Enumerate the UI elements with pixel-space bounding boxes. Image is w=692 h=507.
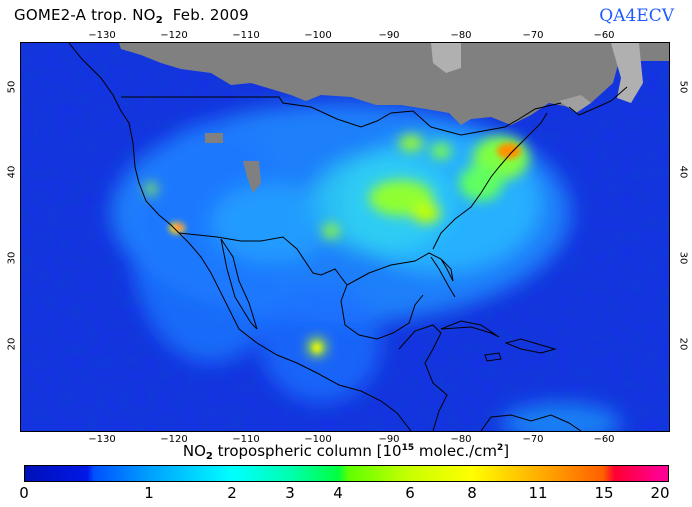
left-tick-label: 30: [6, 251, 18, 265]
colorbar-tick-label: 1: [144, 484, 154, 502]
colorbar-title: NO2 tropospheric column [1015 molec./cm2…: [0, 442, 692, 462]
bottom-tick-label: −110: [232, 434, 260, 445]
left-tick-label: 50: [6, 80, 18, 94]
colorbar-tick-label: 2: [227, 484, 237, 502]
top-tick-label: −60: [593, 30, 615, 41]
top-tick-label: −120: [160, 30, 188, 41]
left-tick-label: 40: [6, 165, 18, 179]
bottom-tick-label: −80: [450, 434, 472, 445]
colorbar-tick-label: 3: [285, 484, 295, 502]
right-tick-label: 20: [677, 337, 689, 351]
top-tick-label: −130: [88, 30, 116, 41]
colorbar: [24, 465, 669, 482]
hotspots: [145, 135, 529, 356]
colorbar-tick-label: 4: [333, 484, 343, 502]
bottom-tick-label: −120: [160, 434, 188, 445]
bottom-tick-label: −130: [88, 434, 116, 445]
top-tick-label: −80: [450, 30, 472, 41]
colorbar-tick-label: 0: [19, 484, 29, 502]
colorbar-tick-label: 8: [467, 484, 477, 502]
missing-data-region: [119, 43, 669, 193]
axis-title-exponent: 15: [401, 443, 415, 453]
bottom-tick-label: −90: [378, 434, 400, 445]
title-subscript: 2: [155, 15, 163, 26]
no2-map: [20, 42, 670, 432]
colorbar-tick-label: 6: [405, 484, 415, 502]
axis-title-base: 10: [382, 442, 402, 460]
brand-label: QA4ECV: [599, 6, 674, 26]
title-date: Feb. 2009: [172, 6, 249, 24]
title-prefix: GOME2-A trop. NO: [14, 6, 156, 24]
axis-title-bracket-open: [: [376, 442, 383, 460]
coastlines: [68, 43, 628, 431]
top-tick-label: −70: [522, 30, 544, 41]
bottom-tick-label: −60: [593, 434, 615, 445]
right-tick-label: 40: [677, 165, 689, 179]
bottom-tick-label: −70: [522, 434, 544, 445]
axis-title-units-exponent: 2: [497, 443, 504, 453]
map-canvas: [21, 43, 669, 431]
right-tick-label: 30: [677, 251, 689, 265]
bottom-tick-label: −100: [304, 434, 332, 445]
right-tick-label: 50: [677, 80, 689, 94]
axis-title-prefix: NO: [182, 442, 206, 460]
colorbar-tick-label: 20: [650, 484, 670, 502]
axis-title-sub: 2: [205, 451, 213, 462]
axis-title-mid: tropospheric column: [212, 442, 377, 460]
axis-title-units: molec./cm: [414, 442, 498, 460]
plot-title: GOME2-A trop. NO2 Feb. 2009: [14, 6, 249, 26]
top-tick-label: −110: [232, 30, 260, 41]
colorbar-tick-label: 11: [528, 484, 548, 502]
top-tick-label: −100: [304, 30, 332, 41]
axis-title-bracket-close: ]: [503, 442, 510, 460]
colorbar-tick-label: 15: [594, 484, 614, 502]
left-tick-label: 20: [6, 337, 18, 351]
top-tick-label: −90: [378, 30, 400, 41]
